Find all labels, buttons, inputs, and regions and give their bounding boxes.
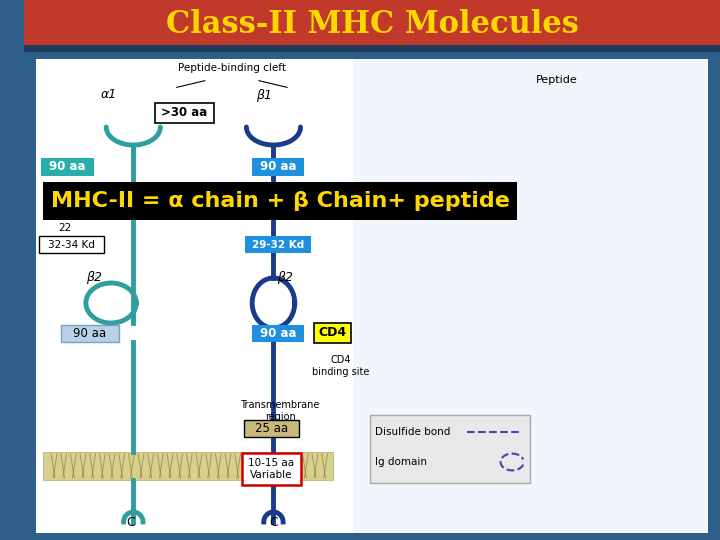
Text: CD4
binding site: CD4 binding site: [312, 355, 370, 376]
Text: Class-II MHC Molecules: Class-II MHC Molecules: [166, 10, 578, 40]
Bar: [252, 325, 305, 342]
Bar: [245, 420, 299, 437]
Text: β1: β1: [256, 89, 271, 102]
Text: 32-34 Kd: 32-34 Kd: [48, 240, 95, 249]
Bar: [314, 323, 351, 343]
Text: α1: α1: [101, 89, 117, 102]
Bar: [24, 45, 720, 52]
Bar: [155, 103, 215, 123]
Text: β2: β2: [277, 272, 293, 285]
Bar: [43, 182, 517, 220]
Bar: [252, 158, 305, 176]
Text: Transmembrane
region: Transmembrane region: [240, 400, 320, 422]
Bar: [246, 236, 311, 253]
Text: Disulfide bond: Disulfide bond: [375, 427, 450, 437]
Text: C: C: [269, 516, 278, 529]
Text: 29-32 Kd: 29-32 Kd: [252, 240, 305, 249]
Bar: [39, 236, 104, 253]
Text: 10-15 aa
Variable: 10-15 aa Variable: [248, 458, 294, 480]
Text: 22: 22: [58, 223, 71, 233]
Text: 90 aa: 90 aa: [73, 327, 107, 340]
Bar: [36, 59, 708, 533]
Bar: [353, 59, 708, 533]
Text: 90 aa: 90 aa: [260, 160, 297, 173]
Text: Peptide-binding cleft: Peptide-binding cleft: [178, 63, 286, 73]
Text: β2: β2: [86, 272, 102, 285]
Text: Peptide: Peptide: [536, 75, 578, 85]
Text: MHC-II = α chain + β Chain+ peptide: MHC-II = α chain + β Chain+ peptide: [51, 191, 510, 211]
Text: C: C: [126, 516, 135, 529]
Bar: [241, 453, 302, 485]
Text: CD4: CD4: [318, 327, 346, 340]
Bar: [370, 415, 530, 483]
Text: Ig domain: Ig domain: [375, 457, 427, 467]
Text: 25 aa: 25 aa: [255, 422, 288, 435]
Text: 90 aa: 90 aa: [49, 160, 86, 173]
Bar: [24, 0, 720, 52]
Text: >30 aa: >30 aa: [161, 106, 207, 119]
Text: 90 aa: 90 aa: [260, 327, 297, 340]
Bar: [43, 452, 333, 480]
Bar: [42, 158, 94, 176]
Bar: [60, 325, 119, 342]
